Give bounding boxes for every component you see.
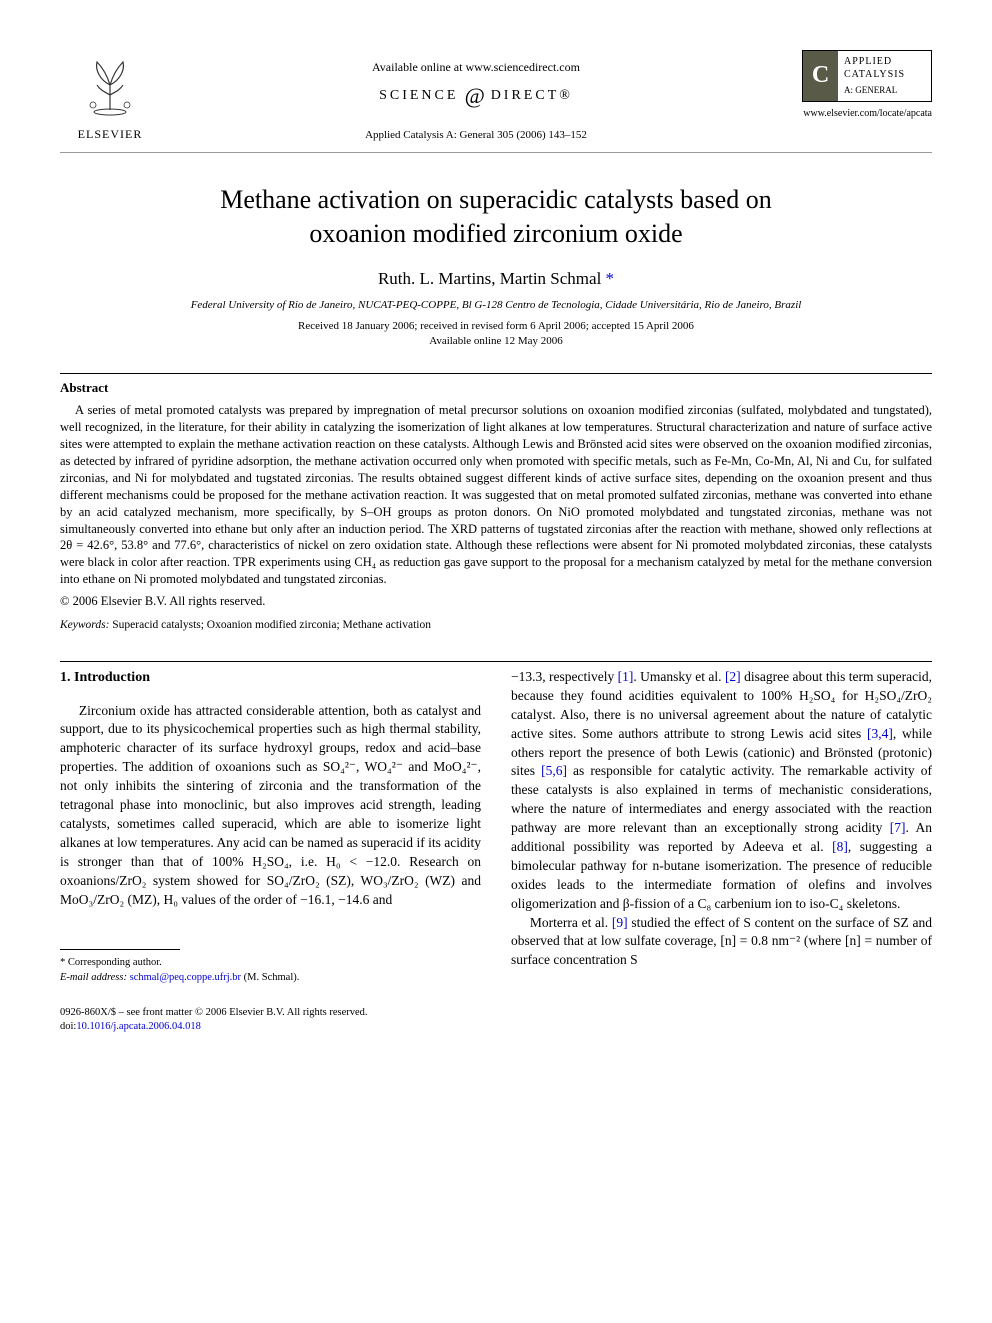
affiliation: Federal University of Rio de Janeiro, NU… <box>60 299 932 311</box>
publisher-name: ELSEVIER <box>78 127 143 142</box>
doi-link[interactable]: 10.1016/j.apcata.2006.04.018 <box>76 1021 201 1032</box>
cite-8[interactable]: [8] <box>832 839 848 854</box>
email-label: E-mail address: <box>60 972 130 983</box>
footnote-separator <box>60 949 180 950</box>
corresponding-star-icon: * <box>606 269 615 288</box>
article-title: Methane activation on superacidic cataly… <box>100 183 892 251</box>
title-line-2: oxoanion modified zirconium oxide <box>309 219 682 248</box>
front-matter-line: 0926-860X/$ – see front matter © 2006 El… <box>60 1006 481 1021</box>
email-suffix: (M. Schmal). <box>241 972 299 983</box>
footnotes: * Corresponding author. E-mail address: … <box>60 956 481 985</box>
email-line: E-mail address: schmal@peq.coppe.ufrj.br… <box>60 971 481 986</box>
cite-5-6[interactable]: [5,6] <box>541 763 567 778</box>
rp1e: as responsible for catalytic activity. T… <box>511 763 932 835</box>
rp2a: Morterra et al. <box>530 915 612 930</box>
journal-logo-line3: A: GENERAL <box>844 85 925 97</box>
journal-logo: C APPLIED CATALYSIS A: GENERAL <box>802 50 932 102</box>
center-header: Available online at www.sciencedirect.co… <box>160 50 792 141</box>
dates-line-2: Available online 12 May 2006 <box>429 335 563 347</box>
journal-citation: Applied Catalysis A: General 305 (2006) … <box>365 129 587 141</box>
journal-logo-line1: APPLIED <box>844 55 925 68</box>
header: ELSEVIER Available online at www.science… <box>60 50 932 142</box>
body-columns: 1. Introduction Zirconium oxide has attr… <box>60 668 932 1035</box>
authors: Ruth. L. Martins, Martin Schmal * <box>60 269 932 289</box>
intro-right-p2: Morterra et al. [9] studied the effect o… <box>511 914 932 971</box>
journal-logo-line2: CATALYSIS <box>844 68 925 81</box>
doi-line: doi:10.1016/j.apcata.2006.04.018 <box>60 1020 481 1035</box>
abstract-bottom-rule <box>60 661 932 662</box>
header-rule <box>60 152 932 153</box>
intro-left-p1: Zirconium oxide has attracted considerab… <box>60 702 481 910</box>
title-line-1: Methane activation on superacidic cataly… <box>220 185 772 214</box>
keywords-label: Keywords: <box>60 619 109 631</box>
right-column: −13.3, respectively [1]. Umansky et al. … <box>511 668 932 1035</box>
journal-url: www.elsevier.com/locate/apcata <box>803 108 932 119</box>
corresponding-author-note: * Corresponding author. <box>60 956 481 971</box>
cite-1[interactable]: [1] <box>618 669 634 684</box>
abstract-body: A series of metal promoted catalysts was… <box>60 402 932 588</box>
publisher-logo-block: ELSEVIER <box>60 50 160 142</box>
authors-text: Ruth. L. Martins, Martin Schmal <box>378 269 601 288</box>
available-online-text: Available online at www.sciencedirect.co… <box>372 60 580 75</box>
sd-right: DIRECT® <box>491 88 573 104</box>
cite-2[interactable]: [2] <box>725 669 741 684</box>
journal-logo-text: APPLIED CATALYSIS A: GENERAL <box>838 51 931 101</box>
abstract-copyright: © 2006 Elsevier B.V. All rights reserved… <box>60 594 932 609</box>
elsevier-tree-icon <box>75 50 145 125</box>
rp1a: −13.3, respectively <box>511 669 618 684</box>
journal-logo-letter: C <box>803 51 838 101</box>
keywords-text: Superacid catalysts; Oxoanion modified z… <box>109 619 431 631</box>
keywords: Keywords: Superacid catalysts; Oxoanion … <box>60 619 932 631</box>
cite-9[interactable]: [9] <box>612 915 628 930</box>
sd-left: SCIENCE <box>379 88 458 104</box>
rp1b: . Umansky et al. <box>633 669 725 684</box>
doi-prefix: doi: <box>60 1021 76 1032</box>
section-heading-intro: 1. Introduction <box>60 668 481 688</box>
sciencedirect-logo: SCIENCE @ DIRECT® <box>379 83 573 109</box>
abstract-top-rule <box>60 373 932 374</box>
intro-right-p1: −13.3, respectively [1]. Umansky et al. … <box>511 668 932 914</box>
email-address[interactable]: schmal@peq.coppe.ufrj.br <box>130 972 241 983</box>
bottom-bar: 0926-860X/$ – see front matter © 2006 El… <box>60 1006 481 1035</box>
abstract-heading: Abstract <box>60 380 932 396</box>
article-dates: Received 18 January 2006; received in re… <box>60 319 932 350</box>
dates-line-1: Received 18 January 2006; received in re… <box>298 320 694 332</box>
journal-logo-block: C APPLIED CATALYSIS A: GENERAL www.elsev… <box>792 50 932 119</box>
cite-7[interactable]: [7] <box>890 820 906 835</box>
left-column: 1. Introduction Zirconium oxide has attr… <box>60 668 481 1035</box>
cite-3-4[interactable]: [3,4] <box>867 726 893 741</box>
sd-at-icon: @ <box>464 83 484 109</box>
